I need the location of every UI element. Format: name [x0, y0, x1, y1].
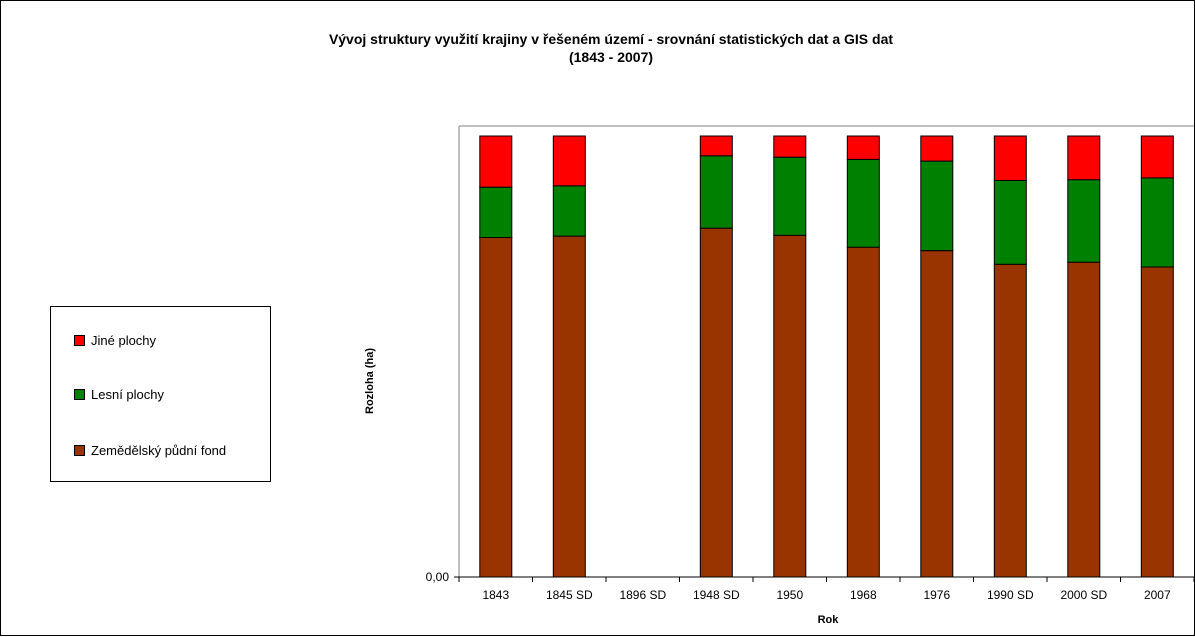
legend-label-jine-plochy: Jiné plochy — [91, 333, 157, 348]
x-tick-label: 1968 — [850, 588, 877, 602]
bar-segment — [552, 235, 586, 578]
bar-segment — [920, 160, 954, 252]
legend-swatch-zemedelsky-pudni-fond — [74, 445, 85, 456]
bar-segment — [773, 234, 807, 578]
bar-segment — [699, 227, 733, 578]
bar-segment — [846, 246, 880, 578]
axis-layer: 0,00 1843 1845 SD 1896 SD 1948 SD 1950 1968 197… — [426, 125, 1195, 602]
bar-segment — [846, 135, 880, 160]
legend-label-lesni-plochy: Lesní plochy — [91, 387, 164, 402]
bar-segment — [846, 158, 880, 248]
x-tick-label: 1990 SD — [987, 588, 1034, 602]
bar-segment — [552, 135, 586, 187]
bar-segment — [1140, 135, 1174, 179]
y-axis-title: Rozloha (ha) — [364, 348, 376, 414]
chart-title: Vývoj struktury využití krajiny v řešené… — [328, 31, 894, 47]
bar-segment — [1140, 266, 1174, 578]
x-tick-label: 1896 SD — [619, 588, 666, 602]
bar-segment — [993, 263, 1027, 578]
bar-segment — [699, 135, 733, 157]
bar-segment — [773, 156, 807, 236]
bar-segment — [920, 250, 954, 578]
bar-segment — [1067, 261, 1101, 578]
x-tick-label: 1843 — [482, 588, 509, 602]
bar-segment — [479, 186, 513, 238]
bar-segment — [699, 155, 733, 229]
legend-item-jine-plochy: Jiné plochy — [74, 334, 156, 348]
legend-item-zemedelsky-pudni-fond: Zemědělský půdní fond — [74, 444, 226, 458]
bar-segment — [1140, 177, 1174, 268]
bar-segment — [1067, 135, 1101, 181]
bar-segment — [1067, 179, 1101, 263]
chart-subtitle: (1843 - 2007) — [568, 49, 654, 65]
bars-layer — [479, 135, 1174, 578]
x-tick-label: 1950 — [776, 588, 803, 602]
x-tick-label: 1845 SD — [546, 588, 593, 602]
bar-segment — [552, 185, 586, 237]
legend-item-lesni-plochy: Lesní plochy — [74, 388, 164, 402]
x-tick-label: 1976 — [923, 588, 950, 602]
x-tick-label: 1948 SD — [693, 588, 740, 602]
x-tick-label: 2000 SD — [1060, 588, 1107, 602]
legend-swatch-lesni-plochy — [74, 389, 85, 400]
bar-segment — [479, 236, 513, 578]
legend-label-zemedelsky-pudni-fond: Zemědělský půdní fond — [91, 443, 227, 458]
bar-segment — [993, 135, 1027, 181]
legend-swatch-jine-plochy — [74, 335, 85, 346]
bar-segment — [993, 180, 1027, 265]
y-tick-label: 0,00 — [426, 570, 450, 584]
bar-segment — [479, 135, 513, 188]
x-tick-label: 2007 — [1144, 588, 1171, 602]
bar-segment — [920, 135, 954, 162]
bar-segment — [773, 135, 807, 158]
x-axis-title: Rok — [818, 614, 840, 626]
legend: Jiné plochy Lesní plochy Zemědělský půdn… — [50, 306, 271, 482]
